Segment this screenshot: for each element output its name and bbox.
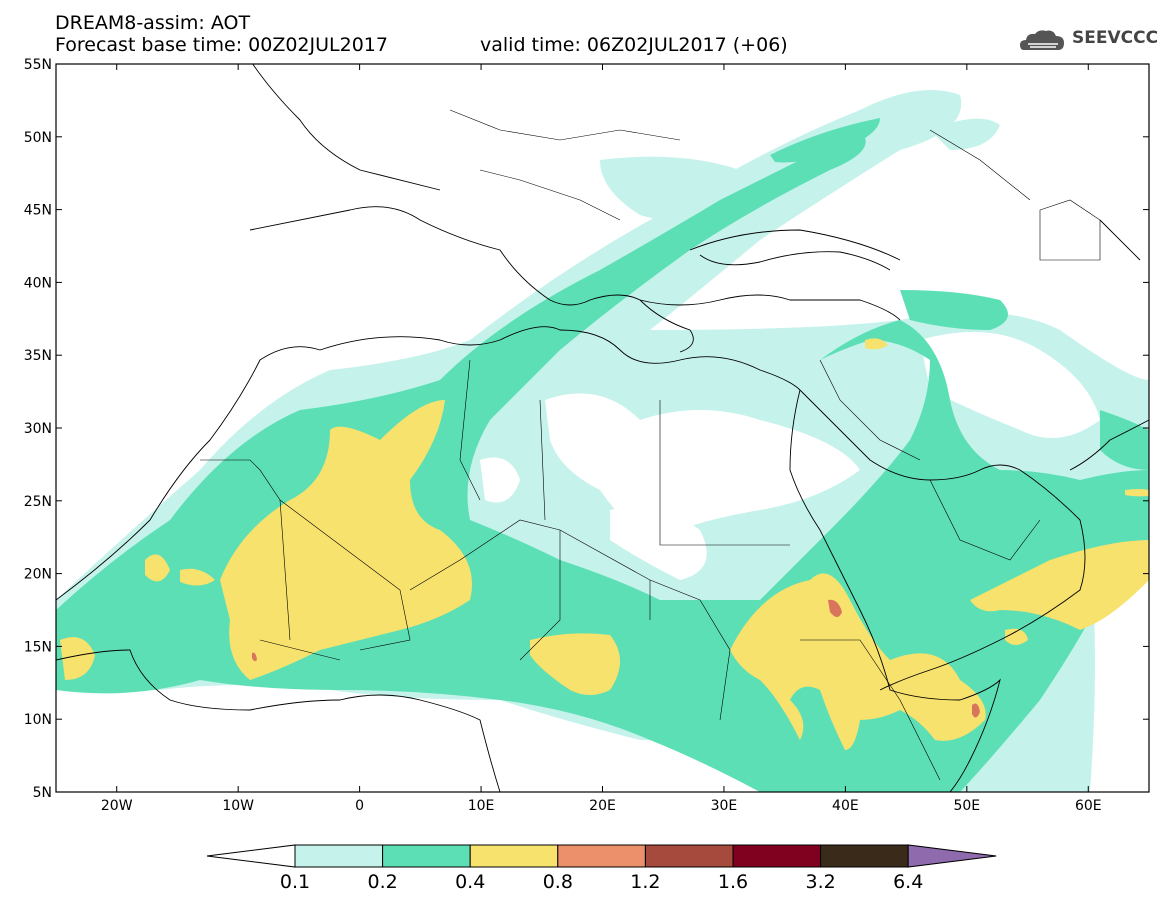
colorbar-max-arrow (907, 844, 997, 868)
aot-band-green (900, 290, 1008, 330)
aot-band-yellow (220, 400, 472, 680)
colorbar-label: 0.8 (543, 871, 573, 893)
lat-tick-label: 5N (33, 785, 52, 801)
aot-clear-area (480, 457, 520, 503)
longitude-labels: 20W 10W 0 10E 20E 30E 40E 50E 60E (101, 798, 1102, 814)
lat-tick-label: 25N (24, 494, 52, 510)
forecast-base-time: Forecast base time: 00Z02JUL2017 (55, 34, 388, 56)
colorbar-label: 1.6 (718, 871, 748, 893)
logo-text: SEEVCCC (1072, 28, 1159, 48)
lat-tick-label: 40N (24, 275, 52, 291)
lon-tick-label: 30E (711, 798, 738, 814)
lon-tick-label: 40E (832, 798, 859, 814)
lat-tick-label: 35N (24, 348, 52, 364)
aot-band-light (930, 118, 1000, 150)
lon-tick-label: 0 (355, 798, 364, 814)
colorbar-segment (382, 844, 471, 868)
aot-band-yellow (970, 540, 1149, 630)
lat-tick-label: 55N (24, 57, 52, 73)
aot-clear-area (545, 393, 860, 540)
lon-tick-label: 10E (468, 798, 495, 814)
aot-band-yellow (1125, 489, 1149, 497)
colorbar-label: 0.1 (280, 871, 310, 893)
colorbar-min-arrow (206, 844, 296, 868)
lon-tick-label: 20E (589, 798, 616, 814)
colorbar-label: 3.2 (805, 871, 835, 893)
lat-tick-label: 30N (24, 421, 52, 437)
aot-band-yellow (530, 633, 620, 695)
colorbar-segment (820, 844, 909, 868)
colorbar-label: 1.2 (630, 871, 660, 893)
aot-band-yellow (730, 573, 986, 750)
aot-band-green (770, 118, 880, 163)
colorbar (206, 844, 997, 868)
aot-band-yellow (180, 568, 215, 586)
colorbar-labels: 0.1 0.2 0.4 0.8 1.2 1.6 3.2 6.4 (280, 871, 923, 893)
aot-band-orange (252, 652, 257, 662)
colorbar-segment (469, 844, 559, 868)
lon-tick-label: 10W (222, 798, 254, 814)
lon-tick-label: 60E (1075, 798, 1102, 814)
lat-tick-label: 50N (24, 130, 52, 146)
country-borders (200, 109, 1101, 781)
cloud-logo-icon (1020, 30, 1064, 50)
lat-tick-label: 45N (24, 203, 52, 219)
map-title: DREAM8-assim: AOT (55, 12, 251, 34)
colorbar-segment (557, 844, 646, 868)
lat-tick-label: 10N (24, 712, 52, 728)
colorbar-segment (644, 844, 734, 868)
aot-band-yellow (1005, 628, 1028, 645)
aot-band-yellow (145, 554, 170, 582)
aot-band-yellow (60, 637, 95, 680)
colorbar-segment (294, 844, 384, 868)
aot-band-orange (972, 703, 980, 718)
colorbar-label: 0.4 (455, 871, 485, 893)
aot-clear-area (610, 507, 707, 580)
latitude-labels: 55N 50N 45N 40N 35N 30N 25N 20N 15N 10N 5N (24, 57, 52, 801)
aot-contours (56, 90, 1149, 792)
lon-tick-label: 50E (953, 798, 980, 814)
aot-band-yellow (865, 338, 888, 350)
valid-time: valid time: 06Z02JUL2017 (+06) (480, 34, 788, 56)
aot-clear-area (920, 332, 1100, 438)
colorbar-segment (732, 844, 822, 868)
lat-tick-label: 20N (24, 567, 52, 583)
colorbar-label: 6.4 (893, 871, 923, 893)
colorbar-label: 0.2 (367, 871, 397, 893)
aot-band-green (1100, 410, 1149, 470)
aot-band-orange (828, 599, 842, 617)
coastlines (56, 64, 1149, 792)
axis-ticks (56, 63, 1149, 793)
lat-tick-label: 15N (24, 639, 52, 655)
lon-tick-label: 20W (101, 798, 133, 814)
